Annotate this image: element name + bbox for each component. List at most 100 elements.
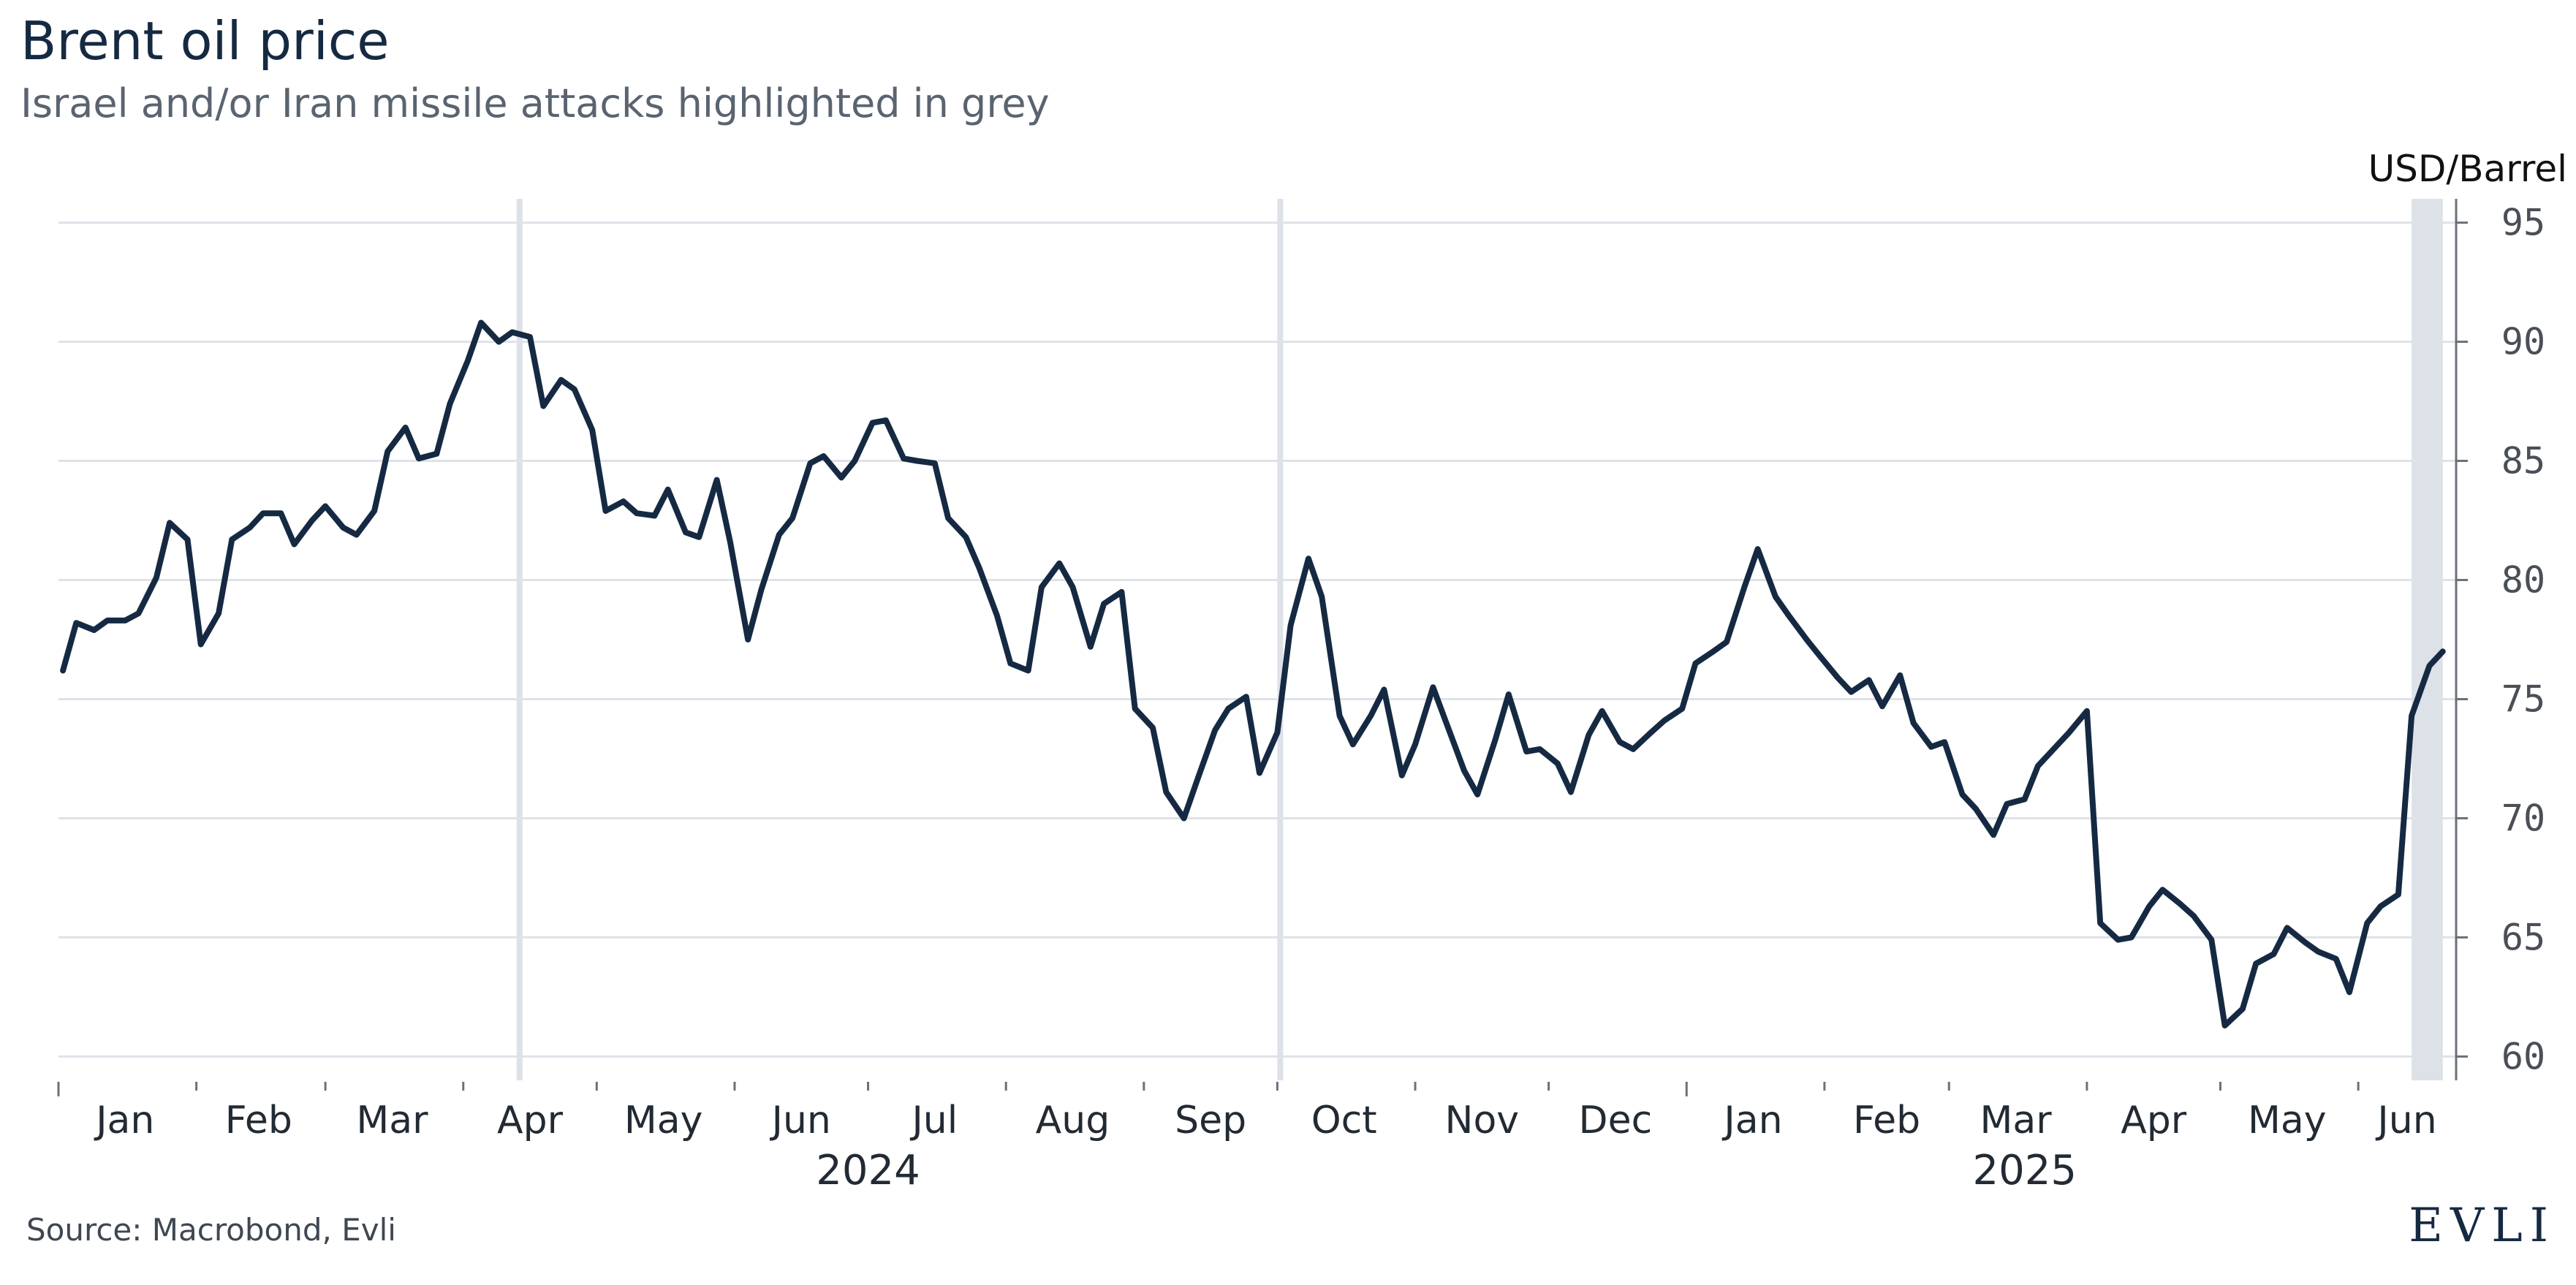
data-point-5 [125,620,126,621]
data-point-91 [1463,770,1464,771]
y-tick-label-70: 70 [2501,797,2545,839]
data-point-97 [1557,763,1558,764]
data-point-24 [418,458,419,459]
data-point-10 [200,644,201,645]
data-point-70 [1134,708,1135,709]
y-tick-label-65: 65 [2501,916,2545,958]
data-point-54 [885,420,886,421]
x-tick-label-1: Jan [94,1099,154,1142]
data-point-25 [436,453,437,454]
x-tick-label-7: Jul [909,1099,958,1142]
data-point-109 [1744,587,1745,588]
x-tick-label-5: May [624,1099,703,1142]
x-tick-label-8: Aug [1036,1099,1110,1142]
data-point-34 [574,389,575,390]
data-point-61 [997,615,998,616]
data-point-117 [1868,680,1869,681]
data-point-36 [605,510,606,511]
x-tick-label-16: Apr [2121,1099,2187,1142]
data-point-53 [872,422,873,423]
data-point-31 [530,337,531,338]
data-point-73 [1183,818,1184,819]
highlight-band-3 [2412,199,2443,1080]
x-tick-label-11: Nov [1445,1099,1520,1142]
series-line-1 [60,319,2446,1028]
data-point-128 [2037,765,2038,766]
data-point-80 [1290,625,1291,626]
data-point-71 [1152,727,1153,728]
data-point-39 [654,515,655,516]
data-point-138 [2193,916,2194,917]
y-tick-label-60: 60 [2501,1035,2545,1077]
x-tick-label-10: Oct [1311,1099,1377,1142]
data-point-60 [979,568,980,569]
data-point-66 [1072,587,1073,588]
data-point-87 [1401,775,1402,776]
data-point-124 [1975,808,1976,809]
data-point-145 [2305,941,2306,942]
data-point-67 [1090,646,1091,647]
data-point-90 [1446,723,1447,724]
x-tick-label-2: Feb [225,1099,292,1142]
chart-subtitle: Israel and/or Iran missile attacks highl… [20,80,1050,126]
data-point-9 [187,539,188,540]
data-point-92 [1477,794,1478,795]
data-point-134 [2131,937,2132,938]
data-point-88 [1415,744,1416,745]
data-point-27 [467,360,468,361]
y-tick-label-75: 75 [2501,678,2545,720]
data-point-146 [2318,951,2319,952]
y-tick-label-95: 95 [2501,202,2545,244]
x-year-label-2024: 2024 [816,1147,920,1194]
data-point-28 [481,322,482,323]
x-tick-label-15: Mar [1980,1099,2052,1142]
data-point-75 [1215,729,1216,730]
x-year-label-2025: 2025 [1972,1147,2077,1194]
y-tick-label-80: 80 [2501,559,2545,602]
data-point-1 [63,670,64,671]
x-tick-label-18: Jun [2375,1099,2436,1142]
data-point-16 [294,544,295,545]
data-point-111 [1775,596,1776,597]
highlight-band-2 [1277,199,1284,1080]
data-point-22 [387,451,388,452]
series-layer [60,319,2446,1028]
data-point-35 [592,430,593,431]
data-point-122 [1944,742,1945,743]
x-tick-label-6: Jun [770,1099,831,1142]
data-point-13 [249,527,250,528]
data-point-137 [2180,903,2181,904]
data-point-106 [1695,663,1696,664]
data-point-101 [1619,742,1620,743]
data-point-143 [2273,954,2274,955]
x-tick-label-3: Mar [356,1099,428,1142]
data-point-64 [1041,587,1042,588]
data-point-154 [2442,651,2443,652]
data-point-135 [2149,906,2150,907]
data-point-18 [325,506,326,507]
data-point-96 [1539,748,1540,749]
data-point-21 [374,510,375,511]
data-point-62 [1010,663,1011,664]
data-point-43 [716,479,717,480]
data-point-50 [823,456,824,457]
chart-title: Brent oil price [20,10,390,72]
data-point-131 [2086,710,2087,711]
data-point-40 [667,489,668,490]
gridlines [58,221,2456,1058]
highlight-band-1 [516,199,523,1080]
x-tick-label-14: Feb [1853,1099,1920,1142]
y-tick-label-85: 85 [2501,440,2545,482]
x-tick-label-17: May [2248,1099,2327,1142]
data-point-105 [1682,708,1683,709]
data-point-127 [2024,799,2025,800]
data-point-95 [1526,751,1527,752]
evli-logo: EVLI [2409,1199,2556,1253]
data-point-149 [2367,922,2368,923]
data-point-123 [1962,794,1963,795]
data-point-46 [761,589,762,590]
data-point-116 [1851,691,1852,692]
data-point-65 [1059,563,1060,564]
data-point-120 [1913,723,1914,724]
